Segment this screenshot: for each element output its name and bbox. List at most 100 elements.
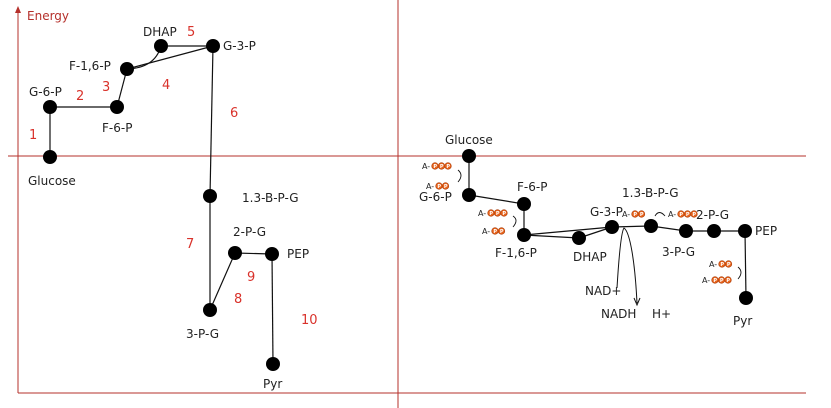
hook-step10: [737, 266, 742, 280]
phosphate-letter: P: [633, 212, 637, 218]
step-number-2: 2: [76, 89, 84, 104]
r-node-dhap: [572, 231, 586, 245]
adenosine-label: A-: [668, 210, 676, 219]
label-3pg: 3-P-G: [186, 327, 219, 341]
r-node-f16p: [517, 228, 531, 242]
phosphate-letter: P: [437, 184, 441, 190]
r-connector-f16p-dhap: [523, 234, 580, 239]
r-node-pyr: [739, 291, 753, 305]
step-number-8: 8: [234, 292, 242, 307]
r-node-glucose: [462, 149, 476, 163]
step-number-6: 6: [230, 106, 238, 121]
r-connector-f16p-g3p: [523, 226, 613, 236]
r-node-3pg: [679, 224, 693, 238]
atp-marker-step1: A- P P P: [422, 162, 452, 171]
node-pep: [265, 247, 279, 261]
adp-marker-step1: A- P P: [426, 182, 450, 191]
label-g3p: G-3-P: [223, 39, 256, 53]
left-labels: Glucose G-6-P F-6-P F-1,6-P DHAP G-3-P 1…: [28, 25, 309, 391]
r-node-2pg: [707, 224, 721, 238]
phosphate-circle: [690, 210, 698, 218]
step-number-3: 3: [102, 80, 110, 95]
phosphate-letter: P: [500, 229, 504, 235]
phosphate-letter: P: [686, 212, 690, 218]
phosphate-letter: P: [679, 212, 683, 218]
label-f6p: F-6-P: [102, 121, 132, 135]
adp-marker-step3: A- P P: [482, 227, 506, 236]
adenosine-label: A-: [709, 260, 717, 269]
step-number-7: 7: [186, 237, 194, 252]
r-node-pep: [738, 224, 752, 238]
phosphate-markers: A- P P PA- P PA- P P PA- P PA- P P A- P P PA- P PA- P P P: [422, 162, 733, 285]
phosphate-letter: P: [496, 211, 500, 217]
phosphate-circle: [637, 210, 646, 218]
phosphate-letter: P: [640, 212, 644, 218]
phosphate-letter: P: [489, 211, 493, 217]
nad-curve: [616, 227, 638, 304]
phosphate-circle: [497, 227, 506, 235]
phosphate-letter: P: [726, 278, 730, 284]
r-node-f6p: [517, 197, 531, 211]
r-label-f16p: F-1,6-P: [495, 246, 537, 260]
connector-pep-pyr: [271, 253, 274, 365]
atp-marker-step7: A- P P P: [668, 210, 698, 219]
step-number-1: 1: [29, 128, 37, 143]
r-label-dhap: DHAP: [573, 250, 607, 264]
r-label-bpg: 1.3-B-P-G: [622, 186, 679, 200]
node-bpg: [203, 189, 217, 203]
node-3pg: [203, 303, 217, 317]
label-h-plus: H+: [652, 307, 671, 321]
nadh-arrowhead: [633, 297, 641, 307]
step-number-4: 4: [162, 78, 170, 93]
phosphate-letter: P: [502, 211, 506, 217]
phosphate-letter: P: [433, 164, 437, 170]
adp-marker-step10: A- P P: [709, 260, 733, 269]
phosphate-letter: P: [720, 262, 724, 268]
left-nodes: [43, 39, 280, 371]
label-dhap: DHAP: [143, 25, 177, 39]
r-label-g3p: G-3-P: [590, 205, 623, 219]
phosphate-circle: [441, 182, 450, 190]
r-label-glucose: Glucose: [445, 133, 493, 147]
phosphate-circle: [724, 276, 732, 284]
phosphate-letter: P: [713, 278, 717, 284]
phosphate-letter: P: [444, 184, 448, 190]
phosphate-letter: P: [692, 212, 696, 218]
atp-marker-step10: A- P P P: [702, 276, 732, 285]
atp-marker-step3: A- P P P: [478, 209, 508, 218]
hook-step7: [654, 212, 666, 217]
phosphate-letter: P: [440, 164, 444, 170]
adenosine-label: A-: [422, 162, 430, 171]
r-label-2pg: 2-P-G: [696, 208, 729, 222]
node-f16p: [120, 62, 134, 76]
phosphate-letter: P: [493, 229, 497, 235]
left-step-numbers: 1 2 3 4 5 6 7 8 9 10: [29, 25, 318, 328]
node-glucose: [43, 150, 57, 164]
connector-g3p-bpg: [209, 45, 214, 197]
r-label-f6p: F-6-P: [517, 180, 547, 194]
node-f6p: [110, 100, 124, 114]
energy-axis-label: Energy: [27, 9, 69, 23]
hook-step1: [457, 169, 462, 183]
label-f16p: F-1,6-P: [69, 59, 111, 73]
phosphate-letter: P: [446, 164, 450, 170]
node-g6p: [43, 100, 57, 114]
step-number-5: 5: [187, 25, 195, 40]
phosphate-circle: [444, 162, 452, 170]
label-2pg: 2-P-G: [233, 225, 266, 239]
node-g3p: [206, 39, 220, 53]
r-node-g3p: [605, 220, 619, 234]
node-dhap: [154, 39, 168, 53]
right-pathway: Glucose G-6-P F-6-P F-1,6-P DHAP G-3-P 1…: [419, 133, 777, 328]
axes: Energy: [8, 0, 806, 408]
r-label-pyr: Pyr: [733, 314, 752, 328]
phosphate-circle: [500, 209, 508, 217]
reaction-hooks: [457, 169, 742, 280]
r-node-bpg: [644, 219, 658, 233]
phosphate-letter: P: [720, 278, 724, 284]
adenosine-label: A-: [622, 210, 630, 219]
label-pyr: Pyr: [263, 377, 282, 391]
connector-f16p-g3p: [126, 45, 214, 70]
r-label-3pg: 3-P-G: [662, 245, 695, 259]
